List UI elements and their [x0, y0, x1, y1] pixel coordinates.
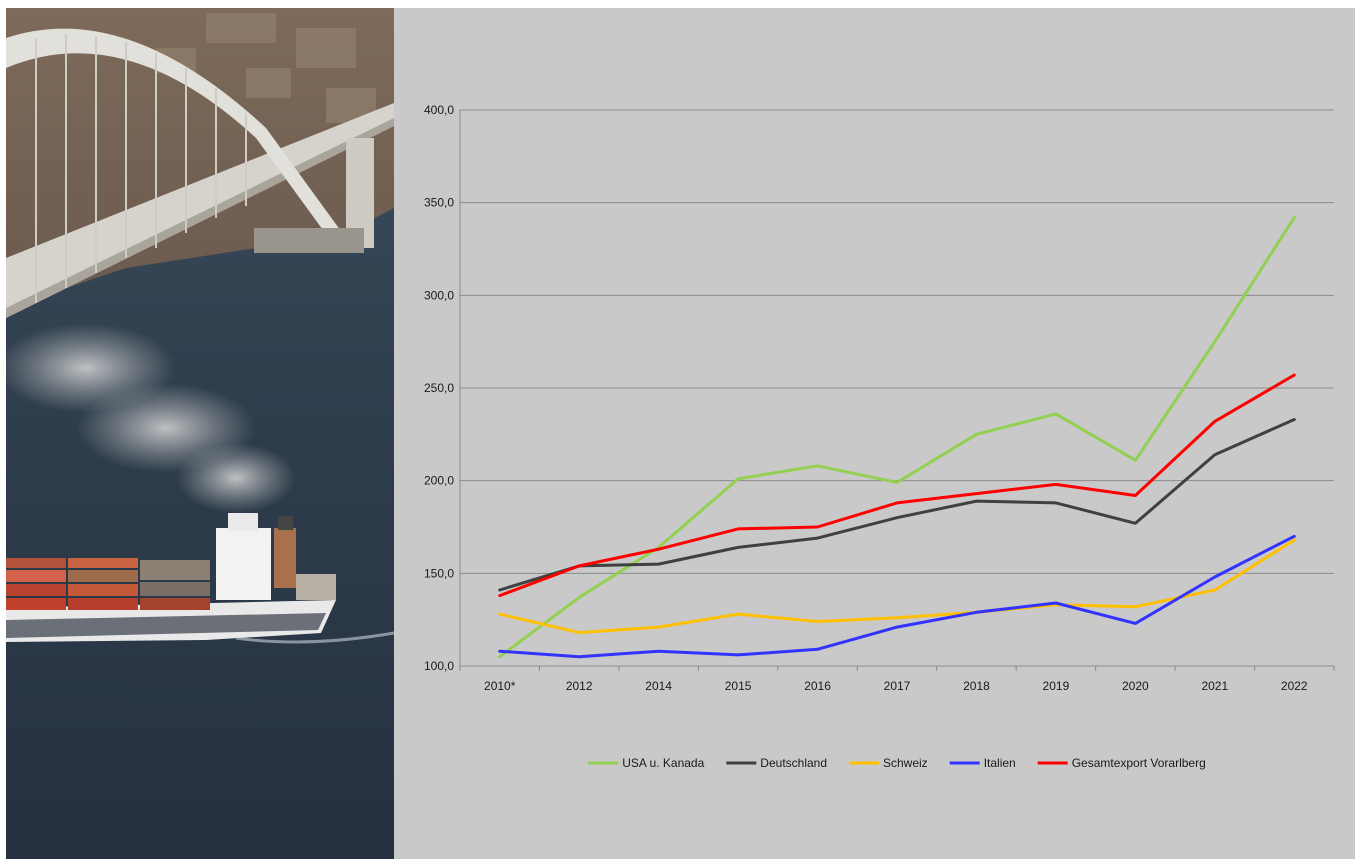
data-series: [498, 216, 1296, 659]
y-tick-label: 300,0: [424, 288, 454, 302]
y-tick-label: 100,0: [424, 659, 454, 673]
x-tick-label: 2014: [645, 679, 672, 693]
x-tick-label: 2017: [884, 679, 911, 693]
series-line: [498, 534, 1296, 659]
bridge-and-ship-photo: [6, 8, 394, 859]
x-tick-label: 2012: [566, 679, 593, 693]
photo-panel: [6, 8, 394, 859]
legend-item: Italien: [949, 756, 1016, 770]
chart-panel: 100,0 150,0 200,0 250,0 300,0 350,0 400,0 2010…: [394, 8, 1355, 859]
y-tick-label: 200,0: [424, 474, 454, 488]
series-line: [498, 538, 1296, 635]
legend-label: USA u. Kanada: [622, 756, 704, 770]
legend-label: Schweiz: [883, 756, 928, 770]
y-tick-label: 250,0: [424, 381, 454, 395]
series-line: [498, 373, 1296, 598]
x-tick-label: 2022: [1281, 679, 1308, 693]
y-tick-label: 150,0: [424, 566, 454, 580]
series-line: [498, 216, 1296, 659]
x-tick-label: 2018: [963, 679, 990, 693]
y-axis-tick-labels: 100,0 150,0 200,0 250,0 300,0 350,0 400,0: [424, 103, 454, 673]
legend-item: USA u. Kanada: [588, 756, 705, 770]
legend: USA u. Kanada Deutschland Schweiz Italien Ge…: [588, 756, 1206, 770]
y-tick-label: 400,0: [424, 103, 454, 117]
legend-item: Deutschland: [726, 756, 827, 770]
x-tick-label: 2016: [804, 679, 831, 693]
x-tick-label: 2020: [1122, 679, 1149, 693]
x-axis-tick-labels: 2010* 2012 2014 2015 2016 2017 2018 2019 2020 202…: [484, 679, 1308, 693]
x-tick-label: 2019: [1043, 679, 1070, 693]
legend-label: Deutschland: [760, 756, 827, 770]
legend-item: Gesamtexport Vorarlberg: [1037, 756, 1206, 770]
grid-lines: [460, 109, 1334, 667]
legend-label: Italien: [984, 756, 1016, 770]
x-tick-label: 2021: [1201, 679, 1228, 693]
y-tick-label: 350,0: [424, 196, 454, 210]
axes: [459, 110, 1335, 671]
x-tick-label: 2010*: [484, 679, 516, 693]
series-line: [498, 418, 1296, 592]
x-tick-label: 2015: [725, 679, 752, 693]
line-chart: 100,0 150,0 200,0 250,0 300,0 350,0 400,0 2010…: [424, 103, 1335, 770]
legend-label: Gesamtexport Vorarlberg: [1072, 756, 1206, 770]
legend-item: Schweiz: [849, 756, 928, 770]
